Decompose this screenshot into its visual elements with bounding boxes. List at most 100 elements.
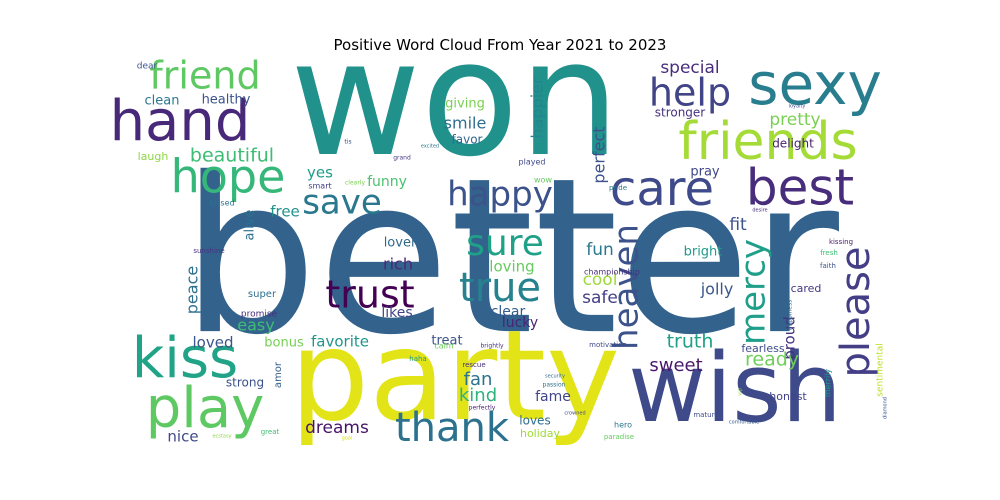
- word-haha: haha: [409, 355, 426, 363]
- word-promise: promise: [241, 310, 278, 320]
- word-peace: peace: [183, 266, 202, 314]
- word-play: play: [146, 376, 265, 441]
- word-passion: passion: [543, 382, 566, 389]
- word-desire: desire: [752, 208, 767, 214]
- word-paradise: paradise: [604, 433, 634, 441]
- word-clean: clean: [145, 94, 180, 109]
- word-mature: mature: [693, 411, 718, 419]
- word-save: save: [302, 183, 382, 223]
- word-cool: cool: [583, 270, 618, 290]
- word-beautiful: beautiful: [190, 145, 274, 167]
- word-wow: wow: [534, 176, 552, 185]
- word-ecstasy: ecstasy: [212, 434, 231, 440]
- word-heaven: heaven: [607, 224, 647, 350]
- word-tis: tis: [344, 139, 351, 146]
- word-funny: funny: [367, 174, 407, 190]
- word-best: best: [746, 159, 854, 217]
- word-sweet: sweet: [649, 355, 702, 376]
- word-kissing: kissing: [829, 238, 853, 246]
- word-motivation: motivation: [589, 341, 627, 349]
- word-ready: ready: [745, 349, 799, 371]
- word-calm: calm: [434, 342, 454, 351]
- word-won: won: [290, 5, 620, 192]
- word-dreams: dreams: [305, 418, 369, 438]
- word-yes: yes: [307, 164, 333, 182]
- word-fun: fun: [586, 240, 614, 260]
- word-hope: hope: [171, 150, 286, 204]
- word-friends: friends: [678, 112, 857, 172]
- word-special: special: [660, 58, 719, 78]
- word-happier: happier: [528, 77, 547, 139]
- word-loves: loves: [519, 414, 550, 428]
- word-healthy: healthy: [202, 93, 251, 108]
- word-goal: goal: [342, 436, 353, 442]
- word-security: security: [545, 374, 565, 380]
- word-great: great: [261, 428, 280, 436]
- word-dear: dear: [137, 62, 158, 72]
- word-sentimental: sentimental: [876, 343, 886, 397]
- word-fit: fit: [729, 215, 747, 235]
- word-strong: strong: [226, 376, 264, 390]
- word-laugh: laugh: [138, 150, 169, 163]
- word-perfectly: perfectly: [469, 405, 496, 412]
- word-care: care: [610, 161, 714, 217]
- word-happiness: happiness: [787, 300, 794, 331]
- word-perfect: perfect: [590, 126, 609, 183]
- word-grand: grand: [393, 155, 411, 162]
- word-alive: alive: [243, 210, 258, 241]
- word-free: free: [270, 203, 300, 221]
- word-loyalty: loyalty: [789, 104, 806, 110]
- word-truth: truth: [667, 331, 714, 353]
- word-pretty: pretty: [769, 110, 820, 130]
- word-faith: faith: [820, 262, 836, 270]
- word-vip: vip: [738, 388, 744, 396]
- word-lucky: lucky: [502, 315, 538, 331]
- word-kissed: kissed: [209, 199, 234, 208]
- word-treat: treat: [431, 334, 462, 349]
- word-smile: smile: [444, 114, 487, 133]
- word-comfortable: comfortable: [729, 420, 759, 426]
- word-better: better: [181, 131, 840, 382]
- word-diamond: diamond: [883, 397, 889, 419]
- word-please: please: [833, 246, 879, 377]
- chart-title: Positive Word Cloud From Year 2021 to 20…: [333, 36, 667, 54]
- word-friend: friend: [149, 54, 260, 98]
- word-mercy: mercy: [734, 239, 774, 345]
- word-rescue: rescue: [462, 361, 485, 369]
- word-smart: smart: [308, 182, 331, 191]
- word-favorite: favorite: [311, 333, 369, 351]
- word-true: true: [459, 265, 541, 311]
- word-pride: pride: [609, 184, 627, 192]
- word-lover: lover: [384, 236, 417, 251]
- word-party: party: [290, 304, 620, 449]
- word-likes: likes: [381, 305, 412, 321]
- word-fame: fame: [535, 389, 571, 405]
- word-honest: honest: [769, 390, 807, 403]
- word-stronger: stronger: [655, 106, 706, 120]
- word-super: super: [248, 289, 277, 300]
- word-sure: sure: [466, 223, 544, 264]
- word-safe: safe: [582, 288, 618, 308]
- word-fearless: fearless: [741, 342, 784, 355]
- word-amor: amor: [273, 361, 284, 388]
- word-easy: easy: [237, 316, 274, 335]
- word-wish: wish: [628, 334, 842, 444]
- word-giving: giving: [445, 97, 485, 112]
- word-clear: clear: [491, 304, 526, 320]
- word-hero: hero: [614, 421, 632, 430]
- word-kind: kind: [459, 385, 497, 406]
- word-thank: thank: [395, 405, 510, 451]
- word-sunshine: sunshine: [193, 247, 224, 255]
- word-pray: pray: [690, 165, 720, 180]
- word-brightly: brightly: [480, 343, 504, 350]
- word-crowned: crowned: [564, 411, 585, 417]
- word-fan: fan: [464, 369, 493, 390]
- word-bright: bright: [684, 245, 723, 260]
- word-help: help: [649, 71, 731, 115]
- word-trust: trust: [325, 273, 414, 317]
- word-loved: loved: [193, 334, 234, 352]
- word-kiss: kiss: [132, 326, 238, 391]
- word-holiday: holiday: [520, 427, 561, 440]
- word-fresh: fresh: [820, 249, 838, 257]
